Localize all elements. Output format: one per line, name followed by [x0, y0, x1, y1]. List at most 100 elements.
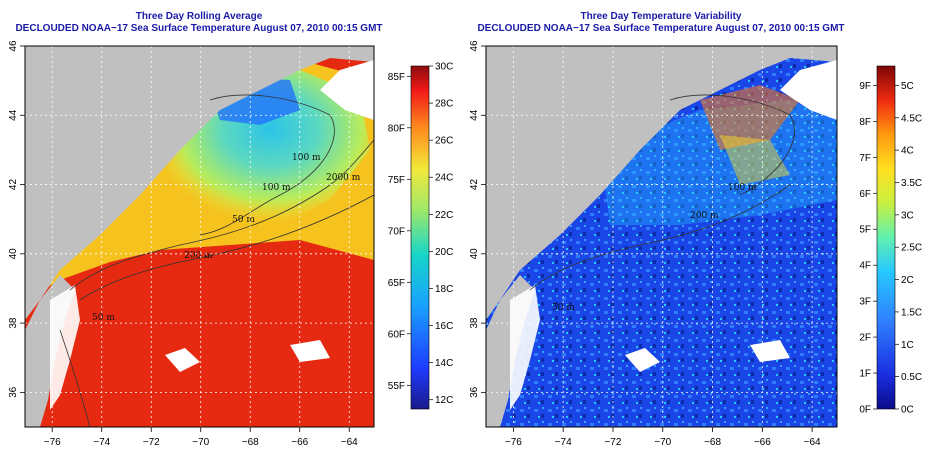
left-map[interactable]: 100 m 100 m 2000 m 50 m 200 m 50 m — [25, 46, 374, 427]
left-colorbar-f-label: 65F — [388, 278, 405, 289]
left-colorbar-c-label: 12C — [435, 395, 453, 406]
left-colorbar-f-label: 75F — [388, 175, 405, 186]
left-colorbar-f-label: 55F — [388, 381, 405, 392]
left-lat-tick-label: 38 — [8, 317, 19, 329]
right-colorbar-f-label: 6F — [859, 189, 871, 200]
right-colorbar-c-label: 5C — [901, 81, 914, 92]
right-colorbar-f-label: 7F — [859, 153, 871, 164]
right-contour-label-3: 50 m — [552, 303, 575, 313]
right-colorbar-c-label: 4C — [901, 146, 914, 157]
right-lat-tick-label: 38 — [469, 317, 480, 329]
left-lat-tick-label: 46 — [8, 40, 19, 52]
right-colorbar-f-label: 2F — [859, 333, 871, 344]
right-contour-label-2: 200 m — [690, 211, 719, 221]
right-axes: −76 −74 −72 −70 −68 −66 −64 36 38 40 42 44 46 — [469, 40, 821, 448]
left-cloud-coast — [50, 285, 80, 410]
right-contour-200m — [529, 184, 791, 291]
right-lat-tick-label: 46 — [469, 40, 480, 52]
right-colorbar-f-label: 1F — [859, 369, 871, 380]
left-cloud-patch — [165, 348, 200, 372]
right-lat-tick-label: 44 — [469, 109, 480, 121]
left-lon-tick-label: −72 — [143, 437, 160, 448]
left-contour-label-6: 50 m — [92, 313, 115, 323]
left-lon-tick-label: −76 — [44, 437, 61, 448]
right-lat-tick-label: 40 — [469, 248, 480, 260]
right-map[interactable]: 100 m 200 m 50 m — [486, 46, 837, 427]
right-colorbar-c-label: 1.5C — [901, 307, 922, 318]
left-contour-100m — [199, 94, 335, 236]
left-lat-tick-label: 36 — [8, 386, 19, 398]
left-colorbar-c-label: 30C — [435, 62, 453, 73]
left-colorbar-f-label: 80F — [388, 123, 405, 134]
left-graticule — [25, 46, 374, 427]
left-colorbar-f-label: 85F — [388, 72, 405, 83]
right-contour-100m — [669, 94, 795, 196]
right-colorbar-c-label: 0.5C — [901, 372, 922, 383]
right-colorbar-f-label: 0F — [859, 405, 871, 416]
right-colorbar-f-label: 4F — [859, 261, 871, 272]
right-colorbar-c-label: 4.5C — [901, 113, 922, 124]
left-lon-tick-label: −64 — [341, 437, 358, 448]
right-lon-tick-label: −68 — [704, 437, 721, 448]
right-colorbar-c-label: 1C — [901, 340, 914, 351]
left-contour-2000m — [79, 194, 374, 301]
left-lon-tick-label: −74 — [93, 437, 110, 448]
right-cloud-patch — [625, 348, 660, 372]
left-colorbar-c-label: 16C — [435, 321, 453, 332]
right-map-frame — [485, 45, 838, 428]
left-contour-label-1: 100 m — [292, 153, 321, 163]
left-colorbar-f-label: 60F — [388, 329, 405, 340]
left-contour-label-4: 50 m — [232, 215, 255, 225]
left-lon-tick-label: −66 — [291, 437, 308, 448]
right-lon-tick-label: −64 — [804, 437, 821, 448]
right-colorbar-f-label: 8F — [859, 117, 871, 128]
right-lon-tick-label: −66 — [754, 437, 771, 448]
right-cloud-ne — [780, 60, 837, 120]
left-land-mass — [25, 46, 374, 320]
right-cloud-patch-2 — [750, 340, 790, 362]
left-contour-label-5: 200 m — [184, 251, 213, 261]
right-colorbar-f-label: 9F — [859, 81, 871, 92]
right-graticule — [486, 46, 837, 427]
right-lon-tick-label: −70 — [654, 437, 671, 448]
right-contour-label-1: 100 m — [728, 183, 757, 193]
left-colorbar-ramp — [410, 65, 430, 410]
right-colorbar-f-label: 3F — [859, 297, 871, 308]
right-colorbar-f-label: 5F — [859, 225, 871, 236]
left-lat-tick-label: 42 — [8, 179, 19, 191]
right-colorbar-c-label: 3.5C — [901, 178, 922, 189]
right-colorbar-c-label: 0C — [901, 405, 914, 416]
left-contour-200m — [69, 139, 374, 291]
left-colorbar: 30C 28C 26C 24C 22C 20C 18C 16C 14C 12C 85F 80F 75F 7… — [388, 62, 453, 410]
left-colorbar-c-label: 18C — [435, 284, 453, 295]
right-cloud-coast — [510, 285, 540, 410]
left-colorbar-c-label: 22C — [435, 210, 453, 221]
left-lat-tick-label: 44 — [8, 109, 19, 121]
right-variability-high — [700, 85, 800, 150]
right-lon-tick-label: −76 — [505, 437, 522, 448]
left-colorbar-c-label: 20C — [435, 247, 453, 258]
right-lat-tick-label: 36 — [469, 386, 480, 398]
right-colorbar-c-label: 2.5C — [901, 243, 922, 254]
right-land-mass — [486, 46, 837, 320]
right-colorbar: 5C 4.5C 4C 3.5C 3C 2.5C 2C 1.5C 1C 0.5C 0C 9F 8F 7F 6F… — [859, 65, 922, 416]
left-map-frame — [24, 45, 375, 428]
right-map-title: Three Day Temperature Variability — [580, 11, 742, 22]
left-contour-50m — [59, 329, 91, 427]
right-lat-tick-label: 42 — [469, 179, 480, 191]
right-colorbar-ramp — [876, 65, 896, 410]
left-colorbar-c-label: 24C — [435, 173, 453, 184]
left-cloud-ne — [320, 60, 374, 120]
left-map-subtitle: DECLOUDED NOAA−17 Sea Surface Temperatur… — [15, 23, 383, 34]
left-lat-tick-label: 40 — [8, 248, 19, 260]
left-colorbar-c-label: 14C — [435, 358, 453, 369]
left-colorbar-c-label: 28C — [435, 99, 453, 110]
right-lon-tick-label: −72 — [604, 437, 621, 448]
right-lon-tick-label: −74 — [555, 437, 572, 448]
right-variability-mid — [600, 100, 837, 225]
right-map-subtitle: DECLOUDED NOAA−17 Sea Surface Temperatur… — [477, 23, 845, 34]
left-lon-tick-label: −68 — [242, 437, 259, 448]
right-colorbar-c-label: 2C — [901, 275, 914, 286]
right-colorbar-c-label: 3C — [901, 210, 914, 221]
